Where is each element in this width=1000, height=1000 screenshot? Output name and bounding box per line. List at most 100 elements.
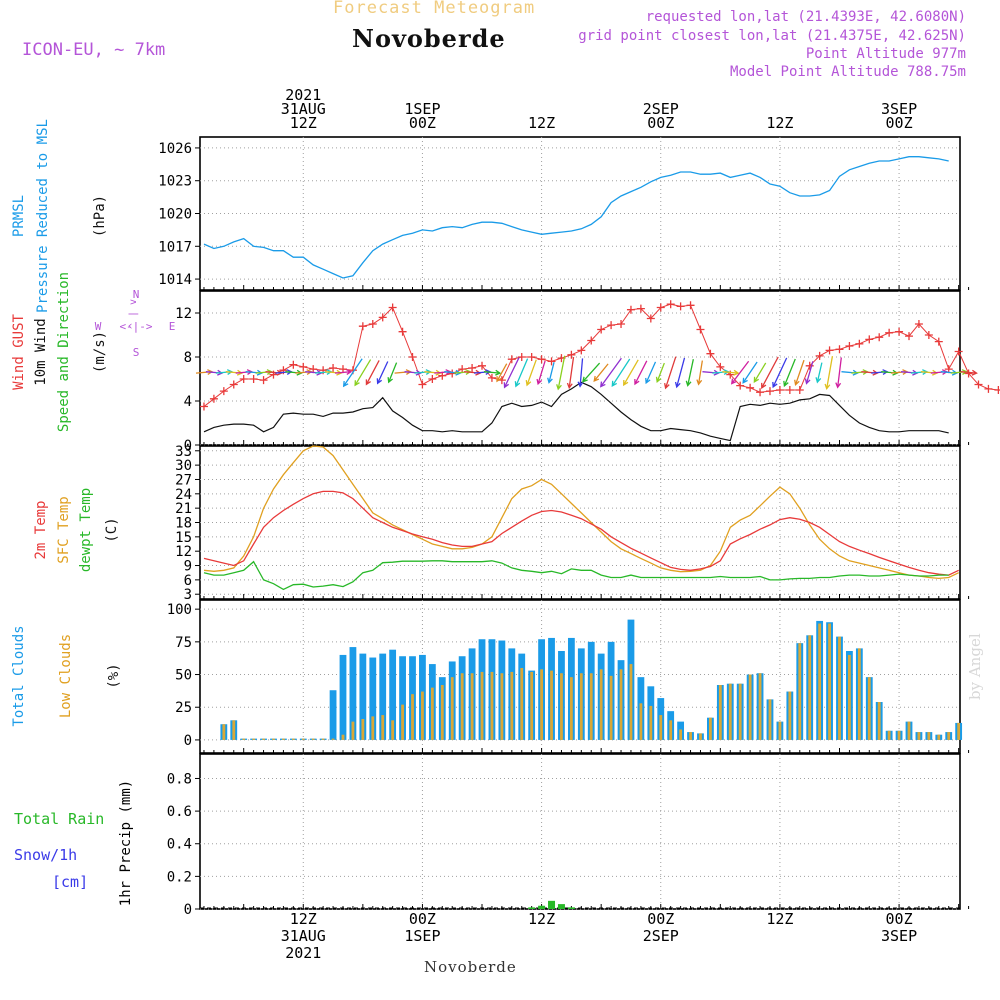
pressure-line bbox=[203, 156, 949, 279]
bottom-time-label: 12Z bbox=[528, 910, 555, 928]
precip-ytick-label: 0.6 bbox=[167, 804, 192, 820]
wind-side-label: (m/s) bbox=[92, 331, 108, 373]
bottom-time-label: 00Z bbox=[647, 910, 674, 928]
low-cloud-bar bbox=[560, 673, 563, 740]
pressure-side-label: Pressure Reduced to MSL bbox=[35, 119, 51, 313]
top-time-label: 00Z bbox=[886, 114, 913, 132]
low-cloud-bar bbox=[311, 738, 315, 740]
low-cloud-bar bbox=[282, 738, 285, 740]
wind-direction-arrow bbox=[960, 369, 978, 376]
wind-direction-arrow bbox=[525, 359, 537, 387]
wind-direction-arrow bbox=[577, 358, 584, 388]
clouds-frame bbox=[199, 599, 961, 754]
precip-legend-item: [cm] bbox=[52, 873, 88, 891]
gust-marker bbox=[487, 373, 496, 382]
forecast-title: Forecast Meteogram bbox=[333, 0, 536, 18]
temp-ytick-label: 6 bbox=[184, 573, 192, 589]
wind-direction-arrow bbox=[365, 360, 380, 386]
gust-marker bbox=[835, 345, 844, 354]
gust-marker bbox=[418, 380, 427, 389]
low-cloud-bar bbox=[937, 734, 941, 740]
wind-direction-arrow bbox=[730, 360, 750, 385]
low-cloud-bar bbox=[699, 733, 702, 740]
clouds-side-label: Total Clouds bbox=[11, 625, 27, 726]
pressure-side-label: PRMSL bbox=[11, 195, 27, 237]
gust-marker bbox=[249, 375, 258, 383]
wind-direction-arrow bbox=[655, 362, 665, 384]
low-cloud-bar bbox=[867, 677, 871, 740]
low-cloud-bar bbox=[679, 729, 683, 740]
rain-bar bbox=[538, 905, 546, 909]
footer-station: Novoberde bbox=[424, 958, 517, 976]
gust-marker bbox=[765, 387, 774, 396]
wind-direction-arrow bbox=[761, 356, 779, 390]
wind-direction-arrow bbox=[387, 362, 398, 384]
low-cloud-bar bbox=[609, 675, 613, 740]
station-title: Novoberde bbox=[352, 24, 506, 53]
gust-marker bbox=[378, 313, 387, 322]
top-time-label: 12Z bbox=[766, 114, 793, 132]
low-cloud-bar bbox=[450, 677, 454, 740]
wind-direction-arrow bbox=[514, 358, 529, 388]
precip-legend-item: Snow/1h bbox=[14, 846, 77, 864]
wind-direction-arrow bbox=[824, 356, 834, 390]
gust-marker bbox=[636, 304, 645, 313]
top-time-label: 00Z bbox=[647, 114, 674, 132]
pressure-ytick-label: 1014 bbox=[158, 272, 192, 288]
gust-marker bbox=[875, 333, 884, 342]
wind-direction-arrow bbox=[742, 361, 758, 384]
gust-marker bbox=[567, 350, 576, 359]
wind-direction-arrow bbox=[342, 358, 363, 388]
pressure-ytick-label: 1020 bbox=[158, 207, 192, 223]
low-cloud-bar bbox=[917, 732, 921, 740]
wind-direction-arrow bbox=[547, 362, 555, 384]
low-cloud-bar bbox=[947, 732, 951, 740]
low-cloud-bar bbox=[659, 715, 663, 740]
gust-marker bbox=[468, 364, 477, 372]
gust-marker bbox=[398, 327, 407, 336]
bottom-time-label: 12Z bbox=[290, 910, 317, 928]
total-cloud-bar bbox=[329, 690, 337, 740]
low-cloud-bar bbox=[291, 738, 295, 740]
pressure-side-label: (hPa) bbox=[92, 195, 108, 237]
low-cloud-bar bbox=[887, 730, 891, 740]
gust-marker bbox=[686, 301, 695, 310]
low-cloud-bar bbox=[857, 648, 861, 740]
temp-ytick-label: 30 bbox=[175, 458, 192, 474]
low-cloud-bar bbox=[401, 704, 404, 740]
temp-ytick-label: 24 bbox=[175, 487, 192, 503]
pressure-ytick-label: 1023 bbox=[158, 174, 192, 190]
wind-direction-arrow bbox=[685, 359, 694, 387]
gust-marker bbox=[299, 362, 308, 371]
wind-side-label: Wind GUST bbox=[11, 314, 27, 390]
gust-marker bbox=[865, 335, 874, 344]
model-label: ICON-EU, ~ 7km bbox=[22, 40, 166, 60]
low-cloud-bar bbox=[540, 669, 543, 740]
wind-ytick-label: 8 bbox=[184, 350, 192, 366]
gust-marker bbox=[537, 355, 546, 364]
bottom-time-label: 1SEP bbox=[404, 927, 440, 945]
gust-marker bbox=[329, 364, 338, 372]
gust-marker bbox=[924, 331, 933, 339]
wind-direction-arrow bbox=[623, 359, 639, 387]
wind-direction-arrow bbox=[600, 357, 622, 388]
wind-direction-arrow bbox=[772, 357, 788, 389]
low-cloud-bar bbox=[957, 722, 961, 740]
wind-direction-arrow bbox=[722, 369, 740, 376]
low-cloud-bar bbox=[371, 716, 375, 740]
wind-direction-arrow bbox=[536, 360, 546, 386]
low-cloud-bar bbox=[480, 671, 484, 740]
bottom-time-label: 00Z bbox=[886, 910, 913, 928]
wind-direction-arrow bbox=[815, 362, 823, 384]
temp-ytick-label: 21 bbox=[175, 501, 192, 517]
gust-marker bbox=[716, 362, 725, 371]
gust-marker bbox=[855, 339, 864, 348]
gust-marker bbox=[219, 387, 228, 396]
wind-side-label: 10m Wind bbox=[33, 318, 49, 385]
wind-speed-line bbox=[203, 381, 949, 442]
wind-direction-arrow bbox=[783, 358, 796, 388]
gust-marker bbox=[994, 386, 1000, 394]
low-cloud-bar bbox=[589, 673, 593, 740]
wind-direction-arrow bbox=[611, 358, 631, 387]
